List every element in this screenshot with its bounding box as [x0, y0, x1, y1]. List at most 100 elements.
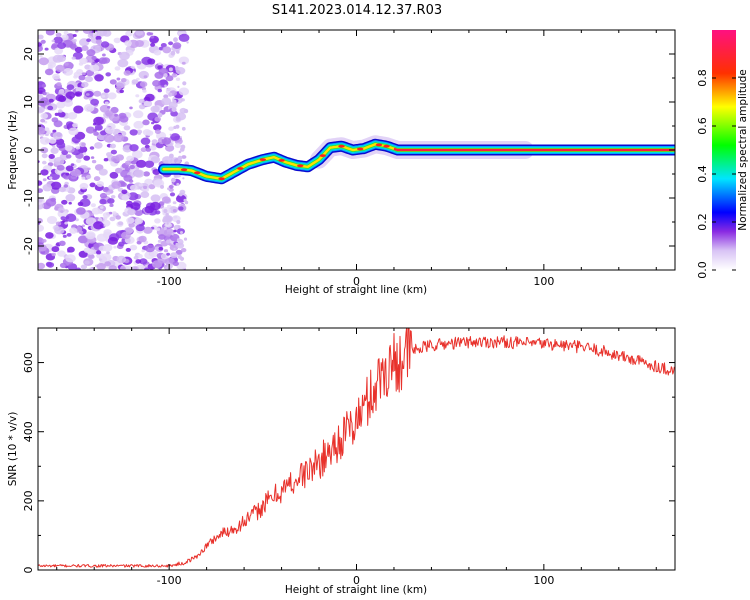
ridge-peak [194, 171, 201, 175]
noise-blob [175, 249, 183, 255]
noise-blob [169, 153, 174, 159]
noise-blob [104, 261, 111, 267]
noise-blob [154, 116, 161, 122]
noise-blob [175, 66, 179, 70]
noise-blob [144, 160, 155, 168]
colorbar-tick-label: 0.2 [696, 213, 709, 231]
noise-blob [73, 105, 84, 114]
noise-blob [168, 41, 174, 46]
noise-blob [175, 74, 178, 76]
noise-blob [52, 145, 56, 148]
noise-blob [165, 75, 174, 82]
noise-blob [63, 184, 69, 188]
noise-blob [116, 77, 121, 81]
noise-blob [152, 260, 163, 269]
noise-blob [45, 232, 54, 239]
y-tick-label: 10 [22, 95, 35, 109]
noise-blob [166, 252, 171, 256]
noise-blob [178, 31, 182, 35]
noise-blob [65, 194, 76, 202]
noise-blob [121, 194, 130, 201]
noise-blob [91, 62, 95, 66]
noise-blob [40, 39, 46, 44]
noise-blob [178, 33, 190, 42]
noise-blob [102, 53, 106, 57]
noise-blob [107, 237, 118, 245]
noise-blob [81, 81, 89, 88]
x-tick-label: 0 [353, 574, 360, 587]
noise-blob [186, 41, 189, 44]
noise-blob [81, 176, 86, 180]
noise-blob [172, 99, 177, 104]
noise-blob [62, 234, 67, 238]
y-tick-label: 0 [22, 147, 35, 154]
noise-blob [121, 189, 128, 195]
noise-blob [85, 93, 90, 96]
x-tick-label: -100 [157, 574, 182, 587]
noise-blob [173, 37, 178, 43]
noise-blob [48, 98, 54, 103]
y-tick-label: 400 [22, 421, 35, 442]
noise-blob [148, 184, 156, 190]
noise-blob [178, 56, 190, 65]
noise-blob [161, 97, 172, 106]
noise-blob [38, 106, 45, 113]
noise-blob [169, 192, 176, 197]
noise-blob [105, 110, 113, 117]
noise-blob [40, 137, 50, 145]
noise-blob [83, 247, 91, 253]
noise-blob [68, 201, 72, 205]
noise-blob [55, 94, 65, 102]
noise-blob [85, 231, 96, 240]
noise-blob [135, 30, 144, 36]
noise-blob [84, 260, 90, 265]
spectrogram-ylabel: Frequency (Hz) [7, 110, 19, 189]
noise-blob [57, 42, 67, 49]
noise-blob [109, 216, 116, 222]
ridge-peak [357, 147, 364, 151]
noise-blob [157, 88, 162, 93]
noise-blob [105, 127, 110, 131]
noise-blob [40, 147, 49, 154]
noise-blob [67, 246, 75, 253]
noise-blob [72, 34, 77, 37]
noise-blob [116, 85, 122, 91]
noise-blob [164, 159, 169, 164]
noise-blob [180, 144, 186, 150]
noise-blob [129, 164, 136, 170]
noise-blob [109, 171, 119, 179]
y-tick-label: 600 [22, 352, 35, 373]
ridge-peak [319, 154, 326, 158]
noise-blob [64, 221, 69, 225]
noise-blob [117, 221, 124, 226]
noise-blob [144, 144, 150, 149]
noise-blob [103, 229, 112, 236]
noise-blob [82, 195, 88, 199]
noise-blob [106, 251, 110, 255]
noise-blob [82, 30, 93, 34]
y-tick-label: 0 [22, 567, 35, 574]
noise-blob [165, 266, 169, 270]
noise-blob [38, 237, 45, 246]
noise-blob [110, 149, 117, 155]
noise-blob [71, 56, 76, 60]
noise-blob [133, 120, 144, 129]
noise-blob [72, 122, 79, 128]
noise-blob [137, 132, 142, 135]
noise-blob [103, 134, 115, 143]
noise-blob [97, 217, 103, 222]
noise-blob [174, 143, 182, 149]
y-tick-label: -20 [22, 237, 35, 255]
noise-blob [180, 231, 183, 234]
noise-blob [96, 181, 104, 187]
noise-blob [61, 34, 69, 41]
noise-blob [135, 60, 142, 65]
noise-blob [164, 84, 167, 88]
noise-blob [78, 75, 86, 81]
noise-blob [91, 159, 97, 164]
noise-blob [39, 55, 43, 58]
noise-blob [44, 127, 50, 132]
noise-blob [81, 72, 86, 76]
noise-blob [173, 173, 178, 178]
noise-blob [176, 182, 180, 186]
